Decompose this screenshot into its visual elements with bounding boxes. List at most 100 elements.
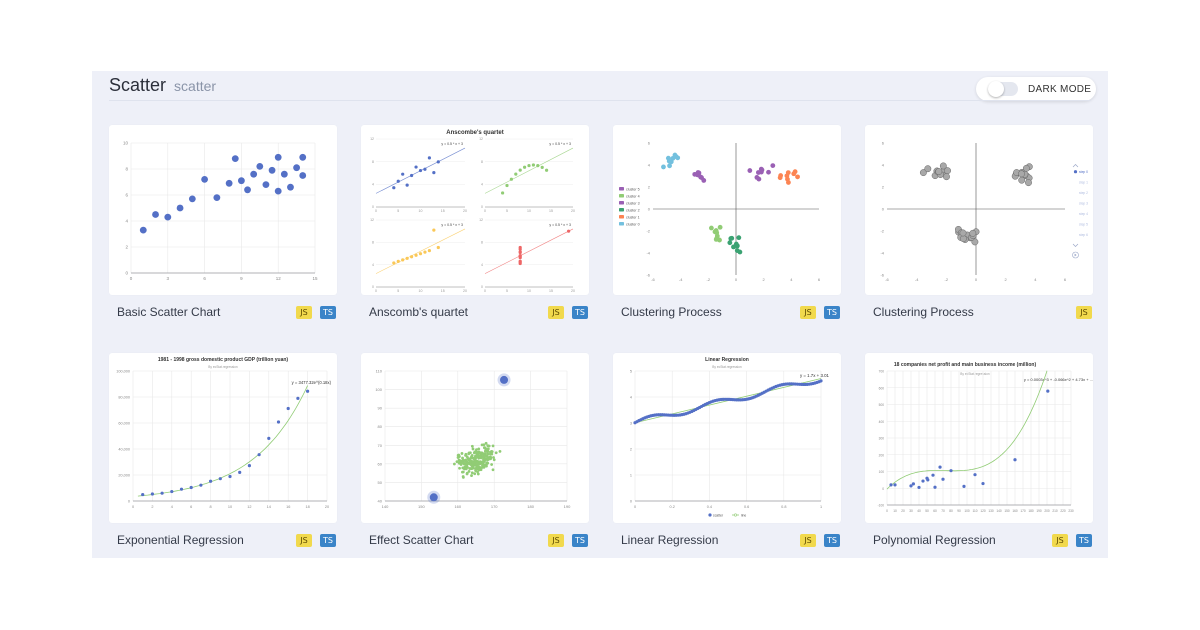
chart-title: Anscombe's quartet [446,130,503,136]
scatter-point [492,456,495,459]
dark-mode-toggle[interactable]: DARK MODE [976,77,1096,101]
scatter-point [478,461,482,464]
ts-badge[interactable]: TS [824,306,840,319]
scatter-point [959,229,967,237]
scatter-point [160,491,164,495]
card-title[interactable]: Anscomb's quartet [369,305,469,319]
chart-thumbnail[interactable]: 0 2 4 6 8 10 0 3 6 9 12 15 [109,125,337,295]
scatter-point [943,173,950,181]
scatter-point [293,164,300,172]
scatter-point [527,163,531,168]
effect-point [429,493,438,502]
chart-thumbnail[interactable]: 18 companies net profit and main busines… [865,353,1093,523]
ts-badge[interactable]: TS [320,306,336,319]
scatter-point [209,479,213,483]
chart-thumbnail[interactable]: 40 50 60 70 80 90 100 110 140 150 160 170 180 190 [361,353,589,523]
x-tick-label: 20 [463,209,467,213]
example-card[interactable]: Anscombe's quartet 0 4 8 12 0 5 10 15 20 y = 0.5 *… [361,125,589,319]
scatter-point [1046,389,1050,393]
scatter-point [452,462,456,466]
y-tick-label: 70 [378,443,383,448]
example-card[interactable]: 40 50 60 70 80 90 100 110 140 150 160 170 180 190 Effe… [361,353,589,547]
legend-swatch [734,513,738,517]
scatter-point [467,470,471,473]
y-tick-label: 500 [879,403,885,407]
example-card[interactable]: 0 2 4 6 8 10 0 3 6 9 12 15 Basic Scatter Chart JS TS [109,125,337,319]
chart-thumbnail[interactable]: Anscombe's quartet 0 4 8 12 0 5 10 15 20 y = 0.5 *… [361,125,589,295]
example-card[interactable]: -6 -4 -2 0 2 4 6 -6 -4 -2 0 2 4 6 cluster 5 cluster 4 cl… [613,125,841,319]
x-tick-label: -6 [885,277,889,282]
x-tick-label: 15 [441,289,445,293]
x-tick-label: 0.8 [781,505,786,509]
scatter-point [478,456,482,459]
ts-badge[interactable]: TS [824,534,840,547]
legend-label: cluster 1 [626,215,640,219]
scatter-point [919,169,927,177]
example-card[interactable]: 18 companies net profit and main busines… [865,353,1093,547]
scatter-point [280,170,288,178]
chart-svg: 18 companies net profit and main busines… [878,362,1093,513]
js-badge[interactable]: JS [548,306,564,319]
scatter-point [286,406,290,411]
x-tick-label: 10 [228,505,232,509]
play-icon [1072,251,1079,259]
card-title[interactable]: Clustering Process [621,305,722,319]
example-card[interactable]: 1981 - 1998 gross domestic product GDP (… [109,353,337,547]
scatter-point [427,248,431,253]
card-title[interactable]: Clustering Process [873,305,974,319]
scatter-point [471,447,475,451]
y-tick-label: 40 [378,499,383,504]
scatter-point [262,181,270,188]
scatter-point [461,456,464,460]
x-tick-label: 190 [564,504,571,509]
x-tick-label: -4 [915,277,919,282]
page-title: Scatter [109,75,167,95]
js-badge[interactable]: JS [800,306,816,319]
js-badge[interactable]: JS [800,534,816,547]
scatter-point [731,244,736,250]
card-title[interactable]: Polynomial Regression [873,533,996,547]
example-card[interactable]: -6 -4 -2 0 2 4 6 -6 -4 -2 0 2 4 6 step 0 step 1 step 2 st… [865,125,1093,319]
ts-badge[interactable]: TS [572,534,588,547]
timeline-step: step 6 [1079,233,1088,237]
scatter-point [931,473,935,477]
x-tick-label: 210 [1052,509,1058,513]
js-badge[interactable]: JS [296,306,312,319]
y-tick-label: 0 [882,207,885,212]
card-title[interactable]: Linear Regression [621,533,719,547]
x-tick-label: 4 [1034,277,1037,282]
ts-badge[interactable]: TS [572,306,588,319]
scatter-point [489,456,493,459]
card-title[interactable]: Effect Scatter Chart [369,533,474,547]
fit-label: y = 3477.32e^(0.18x) [292,380,332,385]
scatter-point [268,166,276,174]
y-tick-label: 6 [125,193,128,198]
scatter-point [482,459,486,463]
chart-svg: -6 -4 -2 0 2 4 6 -6 -4 -2 0 2 4 6 step 0 step 1 step 2 st… [880,141,1088,283]
js-badge[interactable]: JS [1052,534,1068,547]
legend-swatch [619,187,624,191]
scatter-point [777,175,783,181]
dark-mode-switch[interactable] [988,81,1018,97]
scatter-point [481,466,484,469]
ts-badge[interactable]: TS [1076,534,1092,547]
card-title[interactable]: Basic Scatter Chart [117,305,221,319]
card-title[interactable]: Exponential Regression [117,533,244,547]
chart-thumbnail[interactable]: 1981 - 1998 gross domestic product GDP (… [109,353,337,523]
scatter-point [464,452,468,456]
dark-mode-label: DARK MODE [1028,83,1092,95]
js-badge[interactable]: JS [296,534,312,547]
scatter-point [485,447,489,451]
chart-thumbnail[interactable]: -6 -4 -2 0 2 4 6 -6 -4 -2 0 2 4 6 step 0 step 1 step 2 st… [865,125,1093,295]
example-card[interactable]: Linear Regression By ecStat.regression 0 1 2… [613,353,841,547]
y-tick-label: 4 [372,183,374,187]
chart-thumbnail[interactable]: -6 -4 -2 0 2 4 6 -6 -4 -2 0 2 4 6 cluster 5 cluster 4 cl… [613,125,841,295]
js-badge[interactable]: JS [1076,306,1092,319]
chart-svg: Linear Regression By ecStat.regression 0 1 2… [630,357,830,518]
js-badge[interactable]: JS [548,534,564,547]
chart-thumbnail[interactable]: Linear Regression By ecStat.regression 0 1 2… [613,353,841,523]
scatter-point [473,456,477,459]
legend-label: cluster 4 [626,194,640,198]
ts-badge[interactable]: TS [320,534,336,547]
scatter-point [498,449,502,453]
